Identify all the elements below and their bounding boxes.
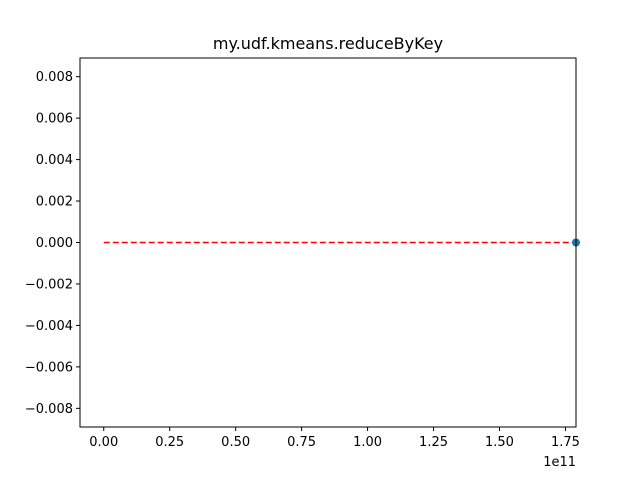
x-tick-label: 1.50 — [485, 435, 514, 450]
x-tick-label: 1.00 — [353, 435, 382, 450]
x-offset-label: 1e11 — [543, 455, 576, 470]
y-tick-label: 0.004 — [36, 153, 73, 168]
x-tick-label: 0.75 — [287, 435, 316, 450]
x-tick-label: 0.50 — [221, 435, 250, 450]
chart-title: my.udf.kmeans.reduceByKey — [213, 34, 443, 53]
plot-frame — [79, 57, 577, 428]
x-tick-label: 1.75 — [551, 435, 580, 450]
y-tick-label: 0.008 — [36, 70, 73, 85]
x-tick-label: 0.00 — [89, 435, 118, 450]
x-tick-label: 0.25 — [155, 435, 184, 450]
y-tick-label: 0.000 — [36, 236, 73, 251]
y-tick-label: −0.008 — [25, 402, 73, 417]
y-tick-label: −0.004 — [25, 319, 73, 334]
y-tick-label: −0.006 — [25, 360, 73, 375]
y-tick-label: 0.006 — [36, 112, 73, 127]
y-tick-label: 0.002 — [36, 195, 73, 210]
y-tick-label: −0.002 — [25, 277, 73, 292]
x-tick-label: 1.25 — [419, 435, 448, 450]
